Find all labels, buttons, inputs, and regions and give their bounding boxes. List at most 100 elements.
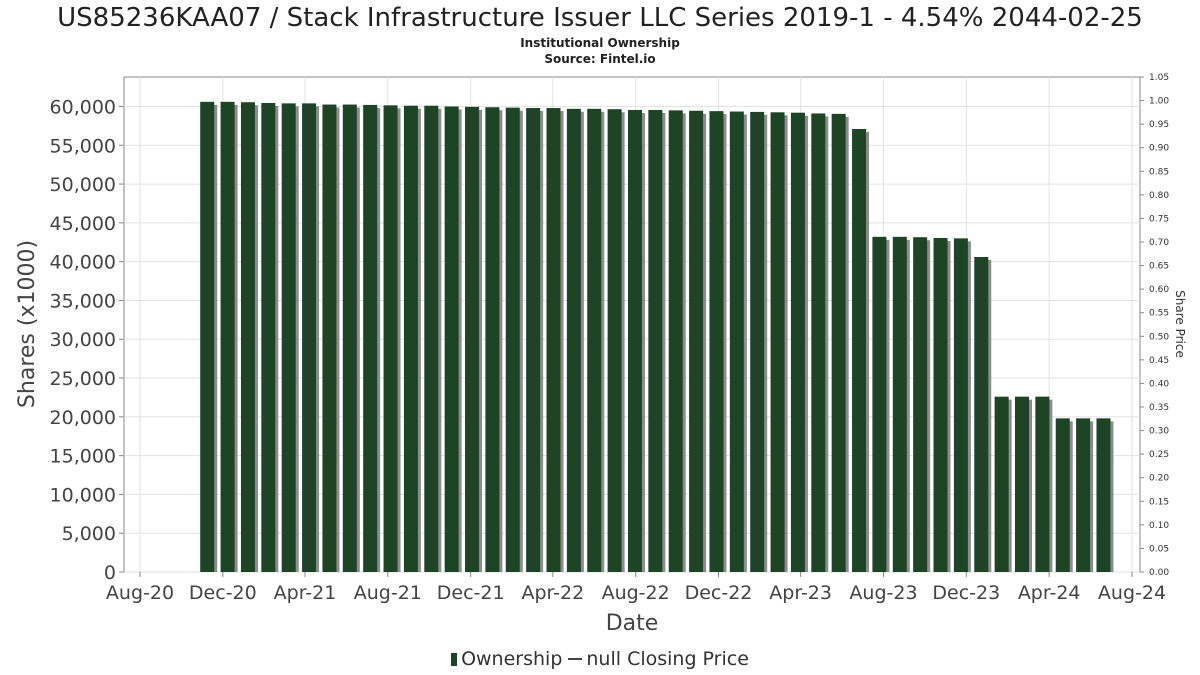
ownership-swatch-icon [451, 652, 458, 666]
chart-legend: Ownership null Closing Price [0, 648, 1200, 670]
ownership-bar [566, 108, 581, 572]
ownership-bar [953, 238, 968, 572]
ownership-bar [790, 112, 805, 573]
ownership-bar [322, 104, 337, 573]
x-tick-label: Aug-23 [849, 582, 917, 604]
chart-subtitle: Institutional Ownership [520, 36, 680, 50]
ownership-bar [200, 101, 215, 573]
ownership-bar [607, 109, 622, 572]
ownership-bar [1035, 396, 1050, 572]
ownership-bar [587, 108, 602, 572]
y2-tick-label: 0.75 [1149, 214, 1169, 224]
y2-tick-label: 0.95 [1149, 120, 1169, 130]
ownership-bar [709, 111, 724, 572]
y2-tick-label: 0.30 [1149, 427, 1169, 437]
x-tick-label: Apr-24 [1018, 582, 1081, 604]
price-line-swatch-icon [568, 658, 583, 660]
ownership-bar [892, 236, 907, 573]
ownership-bar [974, 257, 989, 572]
x-tick-label: Aug-21 [354, 582, 422, 604]
x-tick-label: Dec-22 [685, 582, 753, 604]
ownership-bar [240, 102, 255, 572]
y2-tick-label: 0.70 [1149, 238, 1169, 248]
y2-tick-label: 0.05 [1149, 544, 1169, 554]
y2-tick-label: 0.90 [1149, 144, 1169, 154]
y-tick-label: 40,000 [50, 252, 116, 274]
y-tick-label: 30,000 [50, 329, 116, 351]
ownership-bar [363, 104, 378, 573]
y-tick-label: 5,000 [62, 523, 116, 545]
chart-title: US85236KAA07 / Stack Infrastructure Issu… [57, 3, 1143, 33]
ownership-bar [220, 101, 235, 573]
y2-tick-label: 1.05 [1149, 73, 1169, 83]
y2-tick-label: 0.65 [1149, 262, 1169, 272]
y2-tick-label: 0.20 [1149, 474, 1169, 484]
x-tick-label: Dec-21 [437, 582, 505, 604]
y-tick-label: 15,000 [50, 446, 116, 468]
ownership-bar [302, 103, 317, 573]
ownership-bar [383, 105, 398, 572]
y2-tick-label: 1.00 [1149, 97, 1169, 107]
ownership-bar [505, 107, 520, 573]
y-tick-label: 25,000 [50, 368, 116, 390]
x-tick-label: Aug-20 [106, 582, 174, 604]
x-tick-label: Dec-20 [189, 582, 257, 604]
ownership-bar [994, 396, 1009, 572]
ownership-bar [403, 105, 418, 572]
y2-tick-label: 0.80 [1149, 191, 1169, 201]
ownership-bar [485, 107, 500, 573]
ownership-bar [1055, 418, 1070, 572]
ownership-bar [1096, 418, 1111, 572]
ownership-bar [465, 106, 480, 572]
ownership-bar [648, 109, 663, 573]
y-tick-label: 55,000 [50, 135, 116, 157]
ownership-bar [872, 236, 887, 573]
y-tick-label: 60,000 [50, 96, 116, 118]
x-axis-title: Date [606, 611, 659, 636]
y-tick-label: 10,000 [50, 484, 116, 506]
ownership-bar [913, 237, 928, 572]
y-tick-label: 35,000 [50, 290, 116, 312]
y2-axis-title: Share Price [1173, 290, 1187, 358]
y-tick-label: 20,000 [50, 407, 116, 429]
y2-tick-label: 0.40 [1149, 379, 1169, 389]
ownership-bar [831, 113, 846, 572]
y-tick-label: 45,000 [50, 213, 116, 235]
ownership-bar [342, 104, 357, 573]
ownership-bar [281, 103, 296, 573]
x-tick-label: Aug-24 [1098, 582, 1166, 604]
axes: Aug-20 Dec-20 Apr-21 Aug-21 Dec-21 Apr-22 Aug-… [50, 73, 1170, 604]
y2-tick-label: 0.35 [1149, 403, 1169, 413]
ownership-bar [546, 108, 561, 572]
bars [200, 101, 1114, 573]
y2-tick-label: 0.60 [1149, 285, 1169, 295]
ownership-bar [750, 111, 765, 573]
legend-price-label: null Closing Price [586, 648, 749, 670]
ownership-bar [627, 109, 642, 573]
ownership-bar [261, 102, 276, 572]
ownership-bar [424, 105, 439, 572]
y-tick-label: 0 [104, 562, 116, 584]
y-axis-title: Shares (x1000) [15, 240, 40, 408]
y2-tick-label: 0.10 [1149, 521, 1169, 531]
y2-tick-label: 0.25 [1149, 450, 1169, 460]
x-tick-label: Apr-21 [274, 582, 337, 604]
ownership-bar [1076, 418, 1091, 572]
y2-tick-label: 0.00 [1149, 568, 1169, 578]
y2-tick-label: 0.85 [1149, 167, 1169, 177]
x-tick-label: Apr-23 [769, 582, 832, 604]
ownership-bar [933, 237, 948, 572]
ownership-bar [811, 113, 826, 572]
ownership-bar [444, 106, 459, 572]
ownership-bar [668, 110, 683, 573]
x-tick-label: Apr-22 [521, 582, 584, 604]
ownership-bar [526, 108, 541, 572]
y-tick-label: 50,000 [50, 174, 116, 196]
y2-tick-label: 0.50 [1149, 332, 1169, 342]
chart-source: Source: Fintel.io [544, 52, 656, 66]
chart-area: Aug-20 Dec-20 Apr-21 Aug-21 Dec-21 Apr-22 Aug-… [15, 73, 1187, 636]
y2-tick-label: 0.15 [1149, 497, 1169, 507]
y2-tick-label: 0.55 [1149, 309, 1169, 319]
ownership-bar [852, 128, 867, 572]
ownership-bar [689, 110, 704, 572]
